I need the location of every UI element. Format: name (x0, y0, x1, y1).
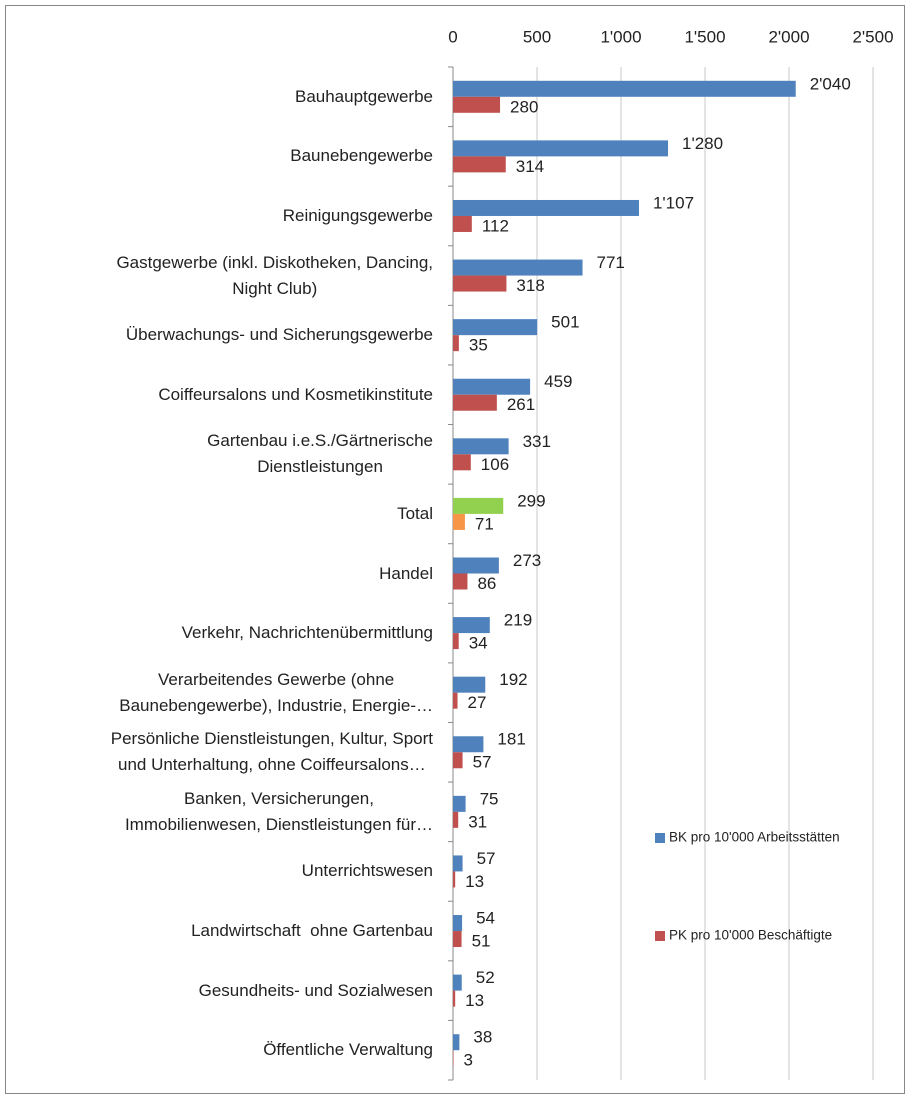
bar (453, 1034, 460, 1051)
bar (453, 199, 639, 216)
data-label: 192 (499, 670, 527, 689)
data-label: 75 (480, 789, 499, 808)
data-label: 318 (516, 276, 544, 295)
bar (453, 974, 462, 991)
data-label: 57 (477, 849, 496, 868)
x-tick-label: 500 (523, 27, 551, 46)
bar (453, 990, 456, 1007)
data-label: 57 (473, 753, 492, 772)
y-tick-label: Gesundheits- und Sozialwesen (198, 980, 433, 1000)
bar (453, 378, 531, 395)
data-label: 2'040 (810, 74, 851, 93)
bar (453, 80, 796, 97)
bar (453, 513, 465, 530)
bar (453, 335, 459, 352)
chart-border (5, 5, 905, 1094)
data-label: 771 (597, 253, 625, 272)
x-tick-label: 1'000 (600, 27, 641, 46)
bar (453, 795, 466, 812)
data-label: 31 (468, 812, 487, 831)
bar (453, 156, 506, 173)
data-label: 54 (476, 909, 495, 928)
bar (453, 140, 669, 157)
y-tick-label: Coiffeursalons und Kosmetikinstitute (158, 384, 433, 404)
bar (453, 319, 538, 336)
bar (453, 275, 507, 292)
bar (453, 215, 472, 232)
data-label: 331 (523, 432, 551, 451)
data-label: 35 (469, 336, 488, 355)
bar (453, 557, 499, 574)
y-tick-label: Bauhauptgewerbe (294, 86, 433, 106)
legend-swatch (655, 931, 665, 941)
data-label: 501 (551, 313, 579, 332)
data-label: 112 (482, 216, 509, 235)
y-tick-label: Gastgewerbe (inkl. Diskotheken, Dancing,… (116, 252, 433, 298)
data-label: 273 (513, 551, 541, 570)
data-label: 261 (507, 395, 535, 414)
bar (453, 676, 486, 693)
bar (453, 96, 501, 113)
data-label: 459 (544, 372, 572, 391)
bar (453, 1050, 454, 1067)
data-label: 181 (497, 730, 525, 749)
legend-swatch (655, 833, 665, 843)
bar (453, 855, 463, 872)
data-label: 38 (473, 1028, 492, 1047)
y-tick-label: Handel (379, 563, 433, 583)
y-tick-label: Baunebengewerbe (290, 146, 433, 166)
data-label: 219 (504, 611, 532, 630)
x-tick-label: 1'500 (684, 27, 725, 46)
bar (453, 497, 504, 514)
y-tick-label: Persönliche Dienstleistungen, Kultur, Sp… (110, 729, 433, 775)
bar (453, 394, 497, 411)
y-tick-label: Gartenbau i.e.S./Gärtnerische Dienstleis… (207, 431, 433, 477)
y-tick-label: Landwirtschaft ohne Gartenbau (191, 921, 433, 941)
bar (453, 633, 459, 650)
data-label: 51 (472, 932, 491, 951)
bar (453, 811, 459, 828)
y-tick-label: Verarbeitendes Gewerbe (ohne Baunebengew… (119, 669, 433, 715)
x-tick-label: 2'500 (852, 27, 893, 46)
x-tick-label: 2'000 (768, 27, 809, 46)
x-tick-label: 0 (448, 27, 457, 46)
data-label: 27 (468, 693, 487, 712)
data-label: 1'107 (653, 193, 694, 212)
y-tick-label: Verkehr, Nachrichtenübermittlung (181, 623, 433, 643)
data-label: 52 (476, 968, 495, 987)
y-tick-label: Überwachungs- und Sicherungsgewerbe (125, 325, 433, 345)
bar (453, 752, 463, 769)
bar (453, 454, 471, 471)
data-label: 280 (510, 97, 538, 116)
bar (453, 259, 583, 276)
bar (453, 931, 462, 948)
y-tick-label: Öffentliche Verwaltung (263, 1040, 433, 1060)
data-label: 3 (464, 1051, 473, 1070)
y-tick-label: Banken, Versicherungen, Immobilienwesen,… (124, 788, 433, 834)
data-label: 1'280 (682, 134, 723, 153)
data-label: 13 (465, 991, 484, 1010)
bar (453, 617, 490, 634)
bar (453, 736, 484, 753)
legend-label: BK pro 10'000 Arbeitsstätten (669, 830, 840, 845)
data-label: 13 (465, 872, 484, 891)
data-label: 71 (475, 514, 494, 533)
bar (453, 438, 509, 455)
data-label: 299 (517, 491, 545, 510)
bar (453, 573, 468, 590)
y-tick-label: Total (397, 503, 433, 523)
data-label: 34 (469, 634, 488, 653)
data-label: 106 (481, 455, 509, 474)
legend-label: PK pro 10'000 Beschäftigte (669, 928, 832, 943)
y-tick-label: Unterrichtswesen (301, 861, 433, 881)
y-tick-label: Reinigungsgewerbe (282, 205, 433, 225)
bar (453, 915, 463, 932)
data-label: 314 (516, 157, 544, 176)
bar (453, 871, 456, 888)
bar (453, 692, 458, 709)
data-label: 86 (477, 574, 496, 593)
